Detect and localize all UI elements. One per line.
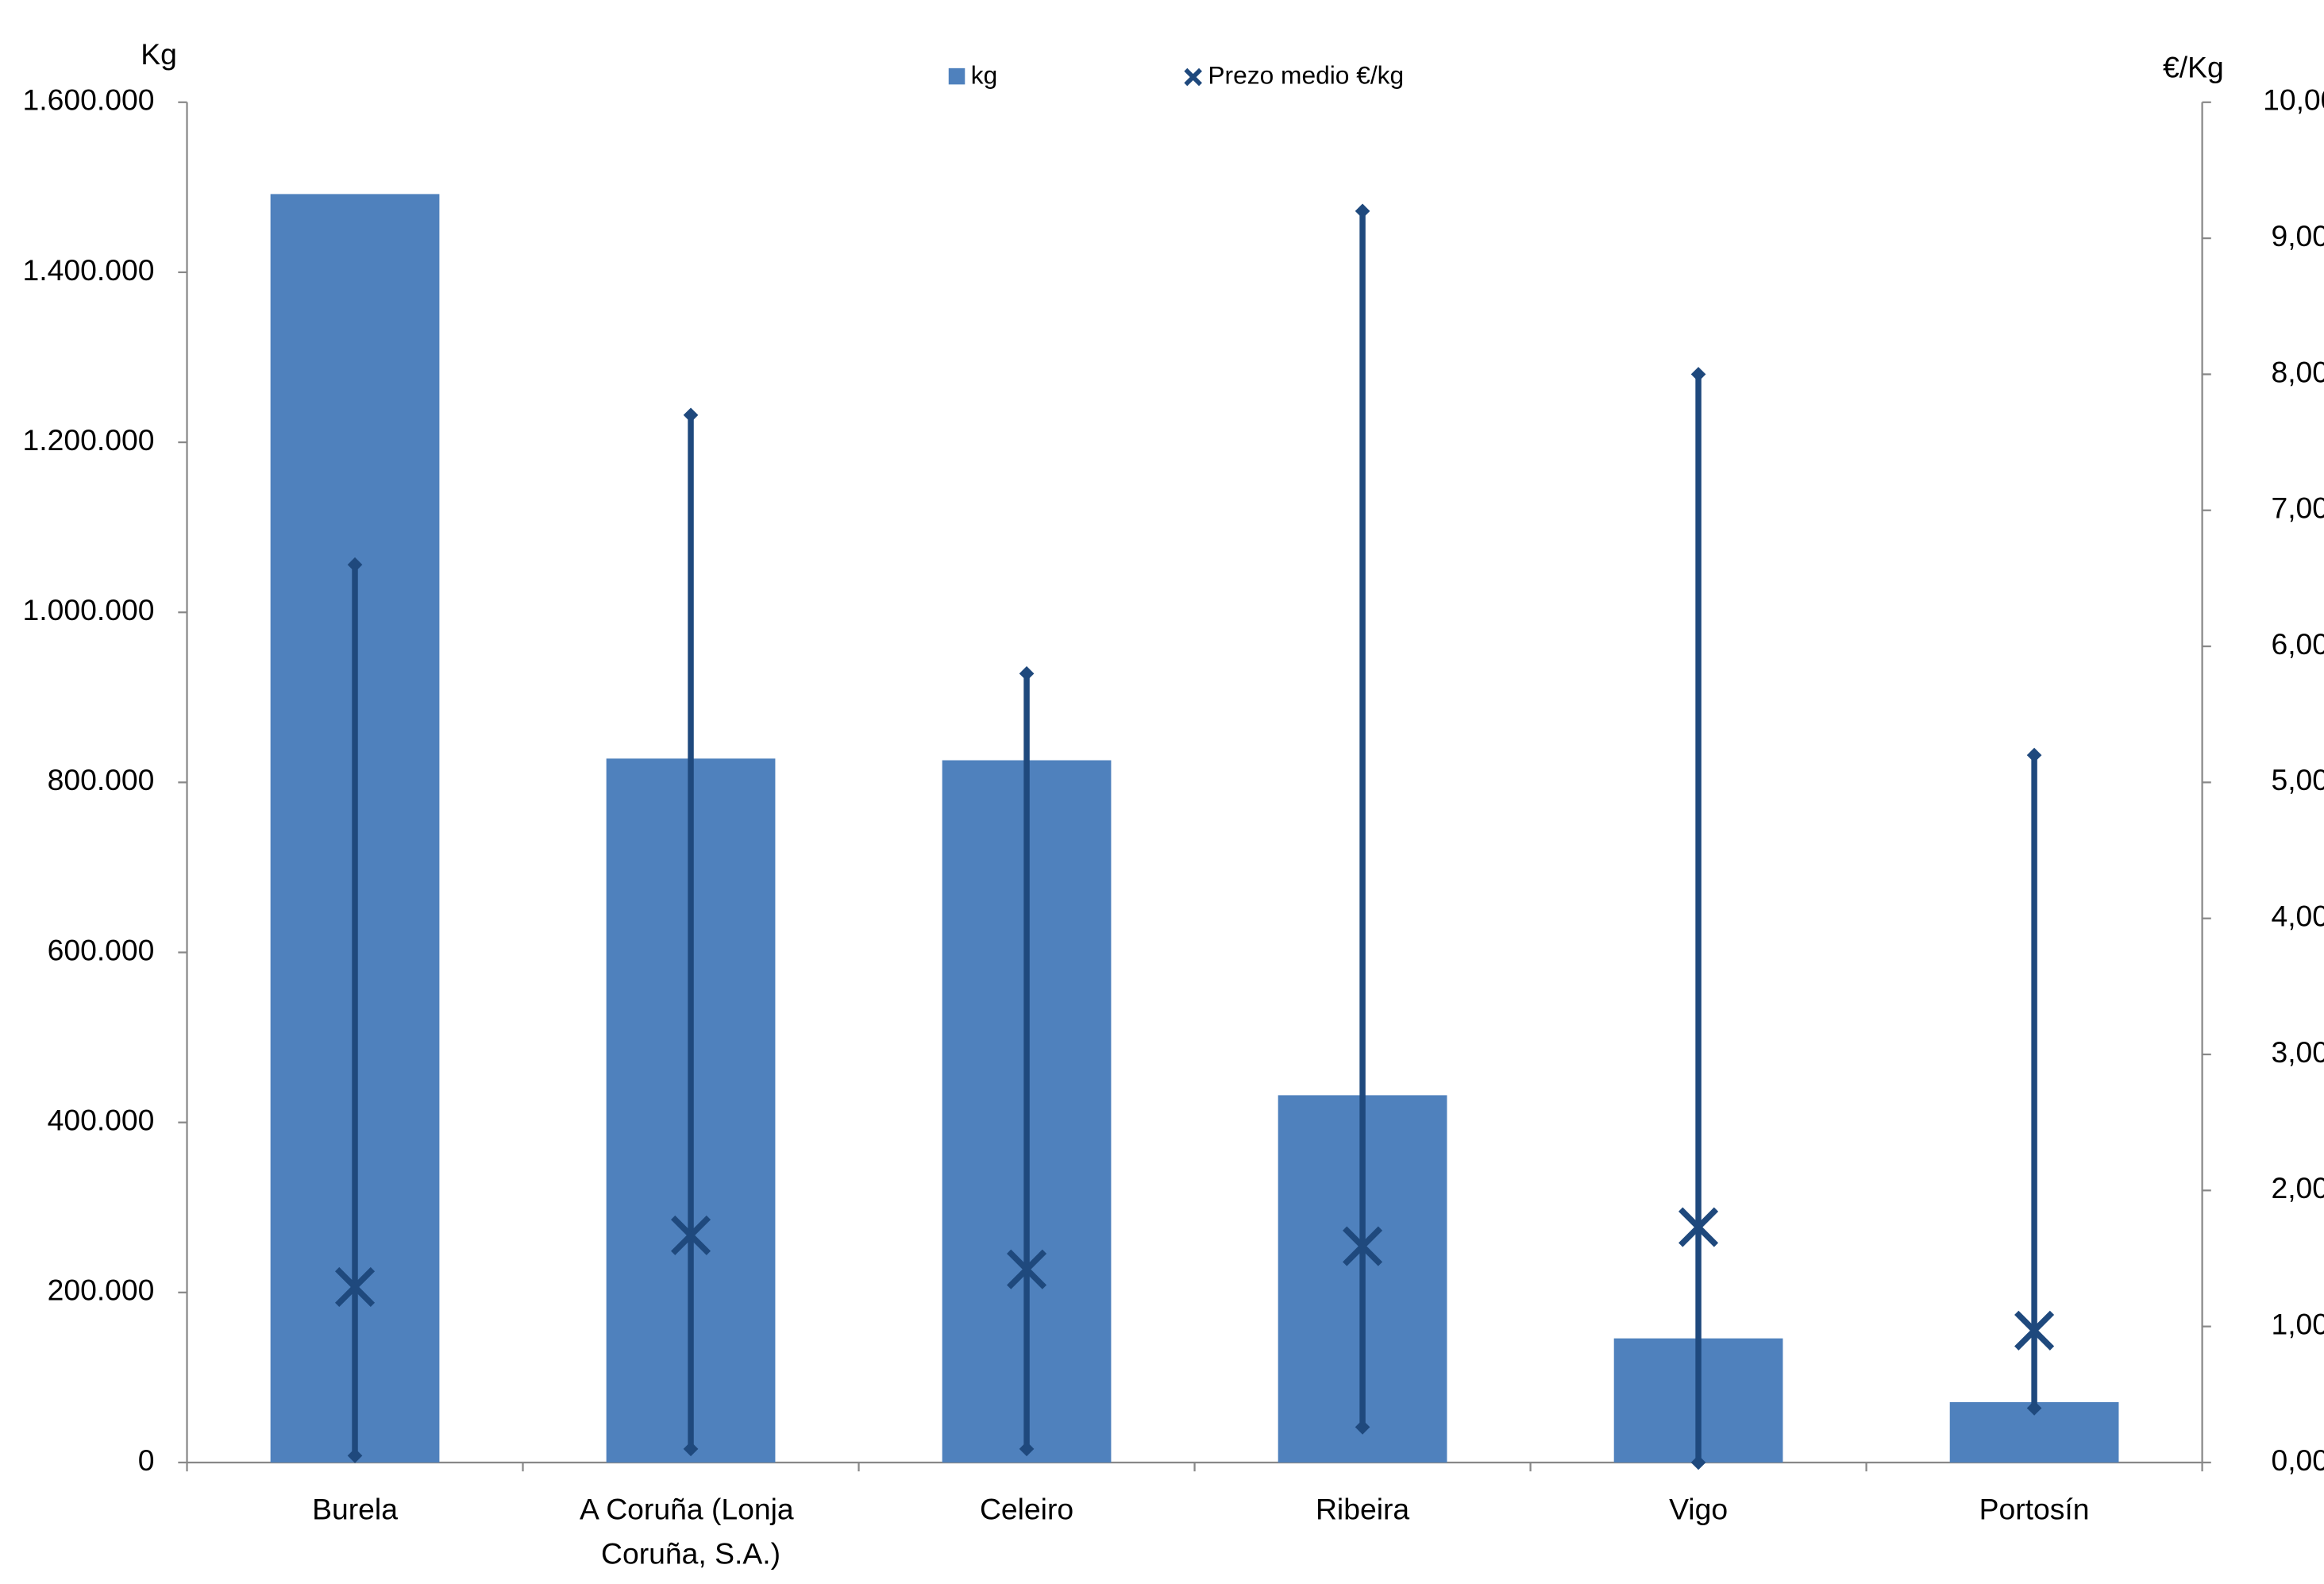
range-end bbox=[2026, 747, 2042, 763]
legend-swatch bbox=[1184, 67, 1203, 87]
y2-tick-label: 5,00 bbox=[2271, 763, 2324, 796]
y-axis-title: Kg bbox=[141, 37, 177, 71]
legend-label: Prezo medio €/kg bbox=[1208, 60, 1404, 89]
y-tick-label: 200.000 bbox=[48, 1274, 155, 1307]
avg-marker bbox=[1343, 1226, 1383, 1266]
range-end bbox=[2026, 1401, 2042, 1416]
legend-swatch bbox=[948, 67, 965, 85]
range-end bbox=[1019, 1441, 1035, 1457]
x-tick-label: Burela bbox=[312, 1492, 398, 1525]
range-end bbox=[347, 1448, 363, 1463]
range-end bbox=[683, 1441, 699, 1457]
y2-tick-label: 0,00 bbox=[2271, 1443, 2324, 1477]
avg-marker bbox=[334, 1266, 376, 1308]
y-tick-label: 400.000 bbox=[48, 1104, 155, 1137]
y2-tick-label: 3,00 bbox=[2271, 1035, 2324, 1069]
range-end bbox=[1690, 367, 1706, 382]
y2-tick-label: 2,00 bbox=[2271, 1171, 2324, 1204]
avg-marker bbox=[671, 1215, 711, 1255]
y-tick-label: 1.600.000 bbox=[22, 83, 154, 117]
range-end bbox=[1019, 665, 1035, 681]
x-tick-label: Vigo bbox=[1669, 1492, 1728, 1525]
y2-axis-title: €/Kg bbox=[2163, 51, 2224, 84]
legend-label: kg bbox=[971, 60, 998, 89]
y-tick-label: 0 bbox=[138, 1443, 155, 1477]
y2-tick-label: 9,00 bbox=[2271, 219, 2324, 252]
avg-marker bbox=[1678, 1207, 1719, 1247]
y2-tick-label: 8,00 bbox=[2271, 355, 2324, 388]
y2-tick-label: 10,00 bbox=[2263, 83, 2324, 117]
y-tick-label: 1.000.000 bbox=[22, 593, 154, 626]
range-end bbox=[1355, 203, 1370, 219]
x-tick-label: A Coruña (Lonja Coruña, S.A.) bbox=[580, 1492, 802, 1570]
y2-tick-label: 4,00 bbox=[2271, 900, 2324, 933]
avg-marker bbox=[1007, 1249, 1047, 1289]
x-tick-label: Celeiro bbox=[980, 1492, 1073, 1525]
range-end bbox=[347, 557, 363, 572]
y2-tick-label: 6,00 bbox=[2271, 627, 2324, 661]
x-tick-label: Portosín bbox=[1979, 1492, 2090, 1525]
y-tick-label: 1.200.000 bbox=[22, 423, 154, 457]
avg-marker bbox=[2014, 1310, 2055, 1351]
range-end bbox=[683, 407, 699, 423]
y-tick-label: 800.000 bbox=[48, 763, 155, 796]
y2-tick-label: 7,00 bbox=[2271, 491, 2324, 525]
y-tick-label: 600.000 bbox=[48, 933, 155, 966]
y-tick-label: 1.400.000 bbox=[22, 253, 154, 287]
x-tick-label: Ribeira bbox=[1316, 1492, 1409, 1525]
y2-tick-label: 1,00 bbox=[2271, 1308, 2324, 1341]
